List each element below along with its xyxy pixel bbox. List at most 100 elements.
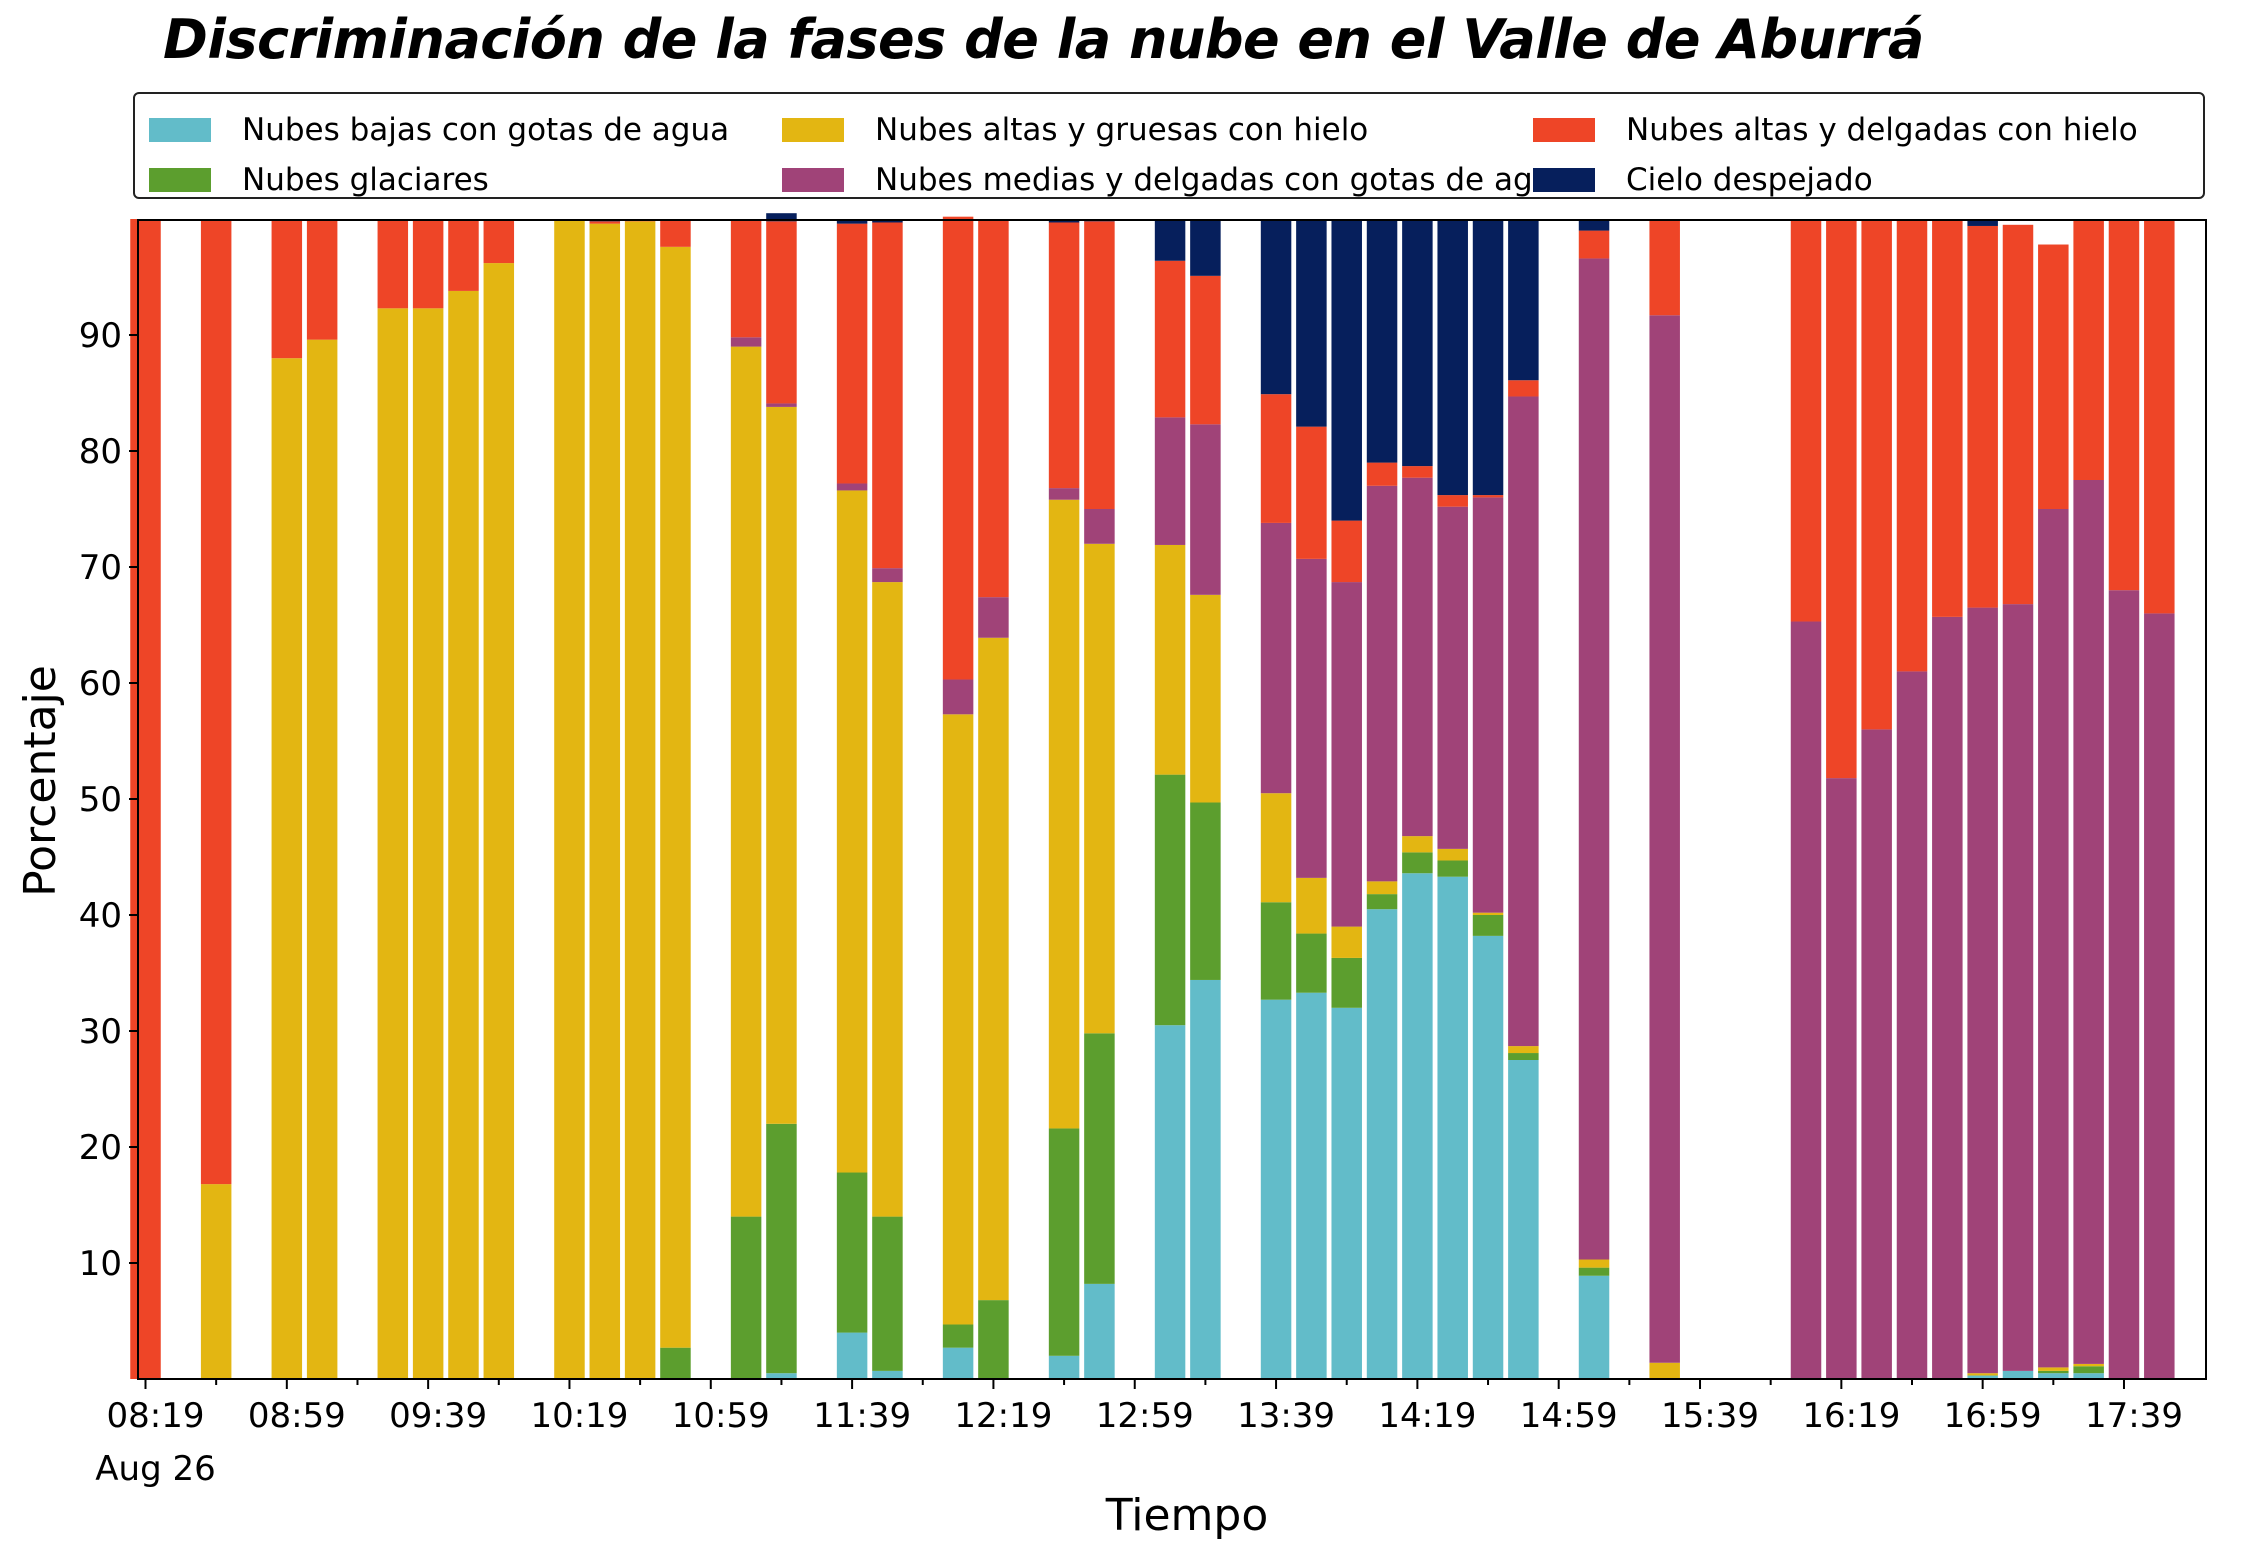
bar-segment — [1826, 219, 1857, 779]
legend-swatch — [1533, 168, 1595, 192]
legend-item: Nubes medias y delgadas con gotas de agu… — [782, 162, 1571, 198]
x-axis-label: Tiempo — [1105, 1490, 1269, 1541]
bar-segment — [1366, 485, 1398, 882]
bar-segment — [412, 308, 444, 1379]
bar-segment — [1048, 1355, 1080, 1379]
bar-segment — [1402, 852, 1433, 874]
bar-segment — [1154, 260, 1186, 418]
bars-layer — [130, 213, 2175, 1380]
bar-segment — [1861, 729, 1892, 1379]
bar-segment — [978, 597, 1009, 638]
bar-segment — [766, 403, 797, 407]
y-tick-label: 40 — [79, 896, 122, 936]
bar-segment — [1260, 793, 1292, 903]
x-tick-label: 11:39 — [813, 1396, 911, 1436]
bar-segment — [1402, 873, 1433, 1379]
x-tick-label: 15:39 — [1661, 1396, 1759, 1436]
bar-segment — [1331, 926, 1362, 958]
bar-segment — [1578, 230, 1610, 259]
bar-segment — [2038, 244, 2069, 509]
bar-segment — [1260, 522, 1292, 794]
x-tick-label: 09:39 — [389, 1396, 487, 1436]
bar-segment — [1967, 607, 1998, 1374]
bar-segment — [1578, 1259, 1610, 1268]
bar-segment — [836, 490, 868, 1173]
bar-segment — [1296, 877, 1327, 934]
bar-segment — [377, 308, 409, 1379]
legend-item: Nubes bajas con gotas de agua — [149, 112, 729, 148]
bar-segment — [1154, 219, 1186, 261]
bar-segment — [872, 1216, 903, 1371]
bar-segment — [872, 1370, 903, 1379]
bar-segment — [1472, 219, 1504, 496]
bar-segment — [1331, 957, 1362, 1008]
bar-segment — [1331, 582, 1362, 927]
bar-segment — [660, 246, 691, 1348]
bar-segment — [1190, 802, 1221, 980]
x-tick-label: 13:39 — [1237, 1396, 1335, 1436]
y-tick-label: 80 — [79, 432, 122, 472]
bar-segment — [1154, 1025, 1186, 1379]
legend-item: Cielo despejado — [1533, 162, 1873, 198]
bar-segment — [730, 337, 762, 347]
bar-segment — [1649, 219, 1680, 316]
y-tick-label: 60 — [79, 664, 122, 704]
bar-segment — [1508, 1053, 1539, 1060]
bar-segment — [1402, 836, 1433, 853]
x-tick-label: 12:59 — [1096, 1396, 1194, 1436]
bar-segment — [2073, 480, 2104, 1364]
bar-segment — [1154, 544, 1186, 775]
bar-segment — [1508, 1046, 1539, 1054]
legend-swatch — [149, 118, 211, 142]
bar-segment — [200, 219, 232, 1185]
bar-segment — [660, 1347, 691, 1379]
bar-segment — [1084, 221, 1115, 509]
bar-segment — [1932, 616, 1963, 1379]
bar-segment — [1296, 219, 1327, 427]
bar-segment — [1967, 225, 1998, 608]
y-tick-label: 10 — [79, 1244, 122, 1284]
bar-segment — [1048, 488, 1080, 500]
x-tick-label: 14:59 — [1520, 1396, 1618, 1436]
bar-segment — [836, 223, 868, 484]
bar-segment — [2144, 613, 2175, 1379]
legend-label: Nubes bajas con gotas de agua — [242, 112, 730, 148]
bar-segment — [271, 219, 303, 359]
bar-segment — [1437, 495, 1468, 507]
bar-segment — [1402, 219, 1433, 467]
bar-segment — [942, 216, 974, 680]
bar-segment — [1472, 935, 1504, 1379]
bar-segment — [1402, 477, 1433, 837]
bar-segment — [554, 219, 585, 1379]
x-tick-label: 16:59 — [1944, 1396, 2042, 1436]
bar-segment — [1260, 999, 1292, 1379]
bar-segment — [1084, 543, 1115, 1034]
bar-segment — [1790, 219, 1822, 622]
bar-segment — [1649, 315, 1680, 1363]
bar-segment — [766, 213, 797, 222]
legend-item: Nubes altas y delgadas con hielo — [1533, 112, 2138, 148]
bar-segment — [1861, 219, 1892, 730]
bar-segment — [624, 221, 656, 1379]
bar-segment — [766, 221, 797, 404]
bar-segment — [1578, 1275, 1610, 1379]
bar-segment — [1508, 396, 1539, 1047]
bar-segment — [1296, 558, 1327, 878]
bar-segment — [377, 219, 409, 309]
bar-segment — [483, 219, 515, 264]
bar-segment — [730, 346, 762, 1217]
legend-label: Cielo despejado — [1626, 162, 1873, 198]
legend-swatch — [149, 168, 211, 192]
bar-segment — [1296, 426, 1327, 559]
bar-segment — [978, 219, 1009, 598]
bar-segment — [483, 263, 515, 1380]
bar-segment — [1472, 912, 1504, 915]
bar-segment — [2108, 590, 2140, 1379]
bar-segment — [942, 714, 974, 1325]
bar-segment — [1048, 1128, 1080, 1356]
bar-segment — [836, 483, 868, 491]
y-tick-label: 90 — [79, 316, 122, 356]
bar-segment — [1932, 219, 1963, 617]
bar-segment — [1578, 1267, 1610, 1276]
bar-segment — [1437, 876, 1468, 1379]
